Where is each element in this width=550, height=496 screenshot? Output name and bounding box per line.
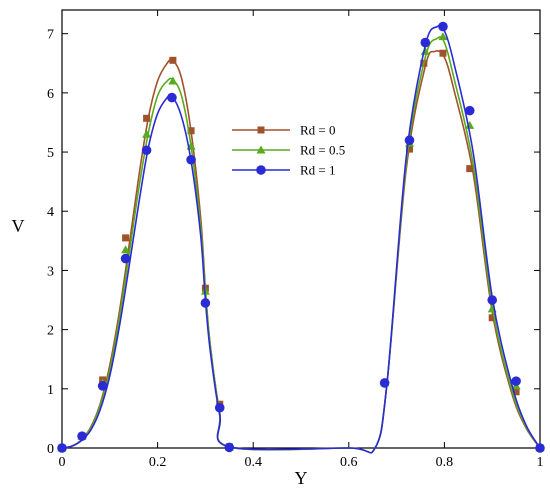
y-tick-label: 3 xyxy=(47,264,54,279)
data-point xyxy=(168,76,178,85)
data-point xyxy=(167,92,177,103)
data-point xyxy=(404,135,415,146)
legend-marker xyxy=(256,165,266,175)
y-tick-label: 2 xyxy=(47,324,54,339)
data-point xyxy=(379,378,390,388)
ticks: 0 0.2 0.4 0.6 0.8 1 0 1 2 3 4 5 6 7 xyxy=(47,10,544,470)
x-tick-label: 0.2 xyxy=(149,455,167,470)
y-tick-label: 5 xyxy=(47,146,54,161)
x-axis-title: Y xyxy=(295,468,308,488)
x-tick-label: 0 xyxy=(59,455,66,470)
data-point xyxy=(535,443,545,453)
y-tick-label: 7 xyxy=(47,28,54,43)
data-point xyxy=(464,105,475,116)
x-tick-label: 0.8 xyxy=(436,455,454,470)
series-1 xyxy=(57,32,545,454)
x-tick-label: 1 xyxy=(537,455,544,470)
data-point xyxy=(224,442,235,453)
data-point xyxy=(438,21,448,32)
data-point xyxy=(465,120,475,129)
data-point xyxy=(406,145,414,153)
data-point xyxy=(57,443,67,453)
x-tick-label: 0.6 xyxy=(340,455,358,470)
data-point xyxy=(120,253,131,264)
data-point xyxy=(512,388,520,396)
data-point xyxy=(187,127,195,135)
data-point xyxy=(439,49,447,57)
series-line xyxy=(61,36,541,454)
data-point xyxy=(438,32,448,41)
legend-entry: Rd = 0.5 xyxy=(232,143,345,158)
data-point xyxy=(511,376,521,386)
data-point xyxy=(143,114,151,122)
legend-marker xyxy=(257,126,265,134)
data-point xyxy=(200,298,211,308)
legend-entry: Rd = 0 xyxy=(232,123,336,138)
data-point xyxy=(487,295,498,305)
data-point xyxy=(142,129,152,138)
series-layer xyxy=(57,21,545,454)
legend-marker xyxy=(256,145,266,154)
data-point xyxy=(169,56,177,64)
data-point xyxy=(121,245,131,254)
y-tick-label: 0 xyxy=(47,442,54,457)
y-tick-label: 6 xyxy=(47,87,54,102)
data-point xyxy=(488,314,496,322)
legend: Rd = 0 Rd = 0.5 Rd = 1 xyxy=(232,123,345,178)
data-point xyxy=(214,402,225,413)
y-tick-label: 1 xyxy=(47,383,54,398)
data-point xyxy=(141,145,152,156)
data-point xyxy=(466,165,474,173)
y-axis-title: V xyxy=(12,216,25,236)
data-point xyxy=(77,431,87,441)
data-point xyxy=(420,37,431,48)
legend-label: Rd = 0 xyxy=(300,123,336,138)
data-point xyxy=(122,234,130,242)
data-point xyxy=(97,381,108,391)
legend-label: Rd = 1 xyxy=(300,163,336,178)
series-line xyxy=(61,24,541,454)
y-tick-label: 4 xyxy=(47,205,54,220)
legend-label: Rd = 0.5 xyxy=(300,143,345,158)
legend-entry: Rd = 1 xyxy=(232,163,336,178)
data-point xyxy=(186,154,196,165)
series-2 xyxy=(57,21,545,454)
x-tick-label: 0.4 xyxy=(244,455,262,470)
plot-frame xyxy=(61,9,541,449)
